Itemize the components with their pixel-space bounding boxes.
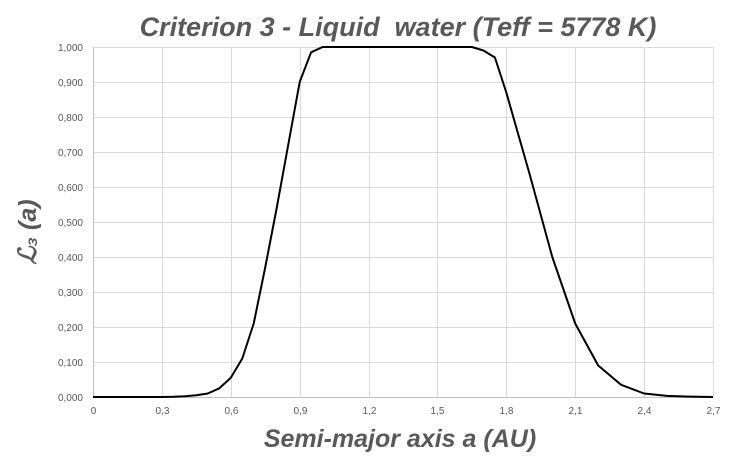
x-tick-label: 1,8 [500, 406, 514, 417]
x-tick-label: 2,7 [707, 406, 721, 417]
y-tick-label: 0,800 [58, 113, 83, 124]
x-tick-label: 0,3 [156, 406, 170, 417]
x-tick-label: 1,2 [363, 406, 377, 417]
y-axis-title: ℒ₃ (a) [14, 199, 42, 264]
grid [93, 47, 714, 397]
y-tick-label: 0,900 [58, 78, 83, 89]
chart-title: Criterion 3 - Liquid water (Teff = 5778 … [140, 12, 657, 42]
y-tick-label: 0,200 [58, 323, 83, 334]
y-tick-label: 0,100 [58, 358, 83, 369]
x-tick-label: 1,5 [431, 406, 445, 417]
x-tick-label: 0 [91, 406, 97, 417]
x-tick-label: 0,9 [294, 406, 308, 417]
y-tick-label: 0,600 [58, 183, 83, 194]
axes [93, 47, 713, 398]
tick-labels: 0,000 0,100 0,200 0,300 0,400 0,500 0,600 0,700… [58, 43, 721, 417]
x-axis-title: Semi-major axis a (AU) [264, 425, 536, 453]
y-tick-label: 0,400 [58, 253, 83, 264]
y-tick-label: 0,000 [58, 393, 83, 404]
y-tick-label: 0,500 [58, 218, 83, 229]
y-tick-label: 1,000 [58, 43, 83, 54]
x-tick-label: 2,4 [638, 406, 652, 417]
x-tick-label: 0,6 [225, 406, 239, 417]
y-tick-label: 0,300 [58, 288, 83, 299]
series-line [93, 46, 714, 398]
series-layer [93, 46, 714, 398]
x-tick-label: 2,1 [569, 406, 583, 417]
y-tick-label: 0,700 [58, 148, 83, 159]
